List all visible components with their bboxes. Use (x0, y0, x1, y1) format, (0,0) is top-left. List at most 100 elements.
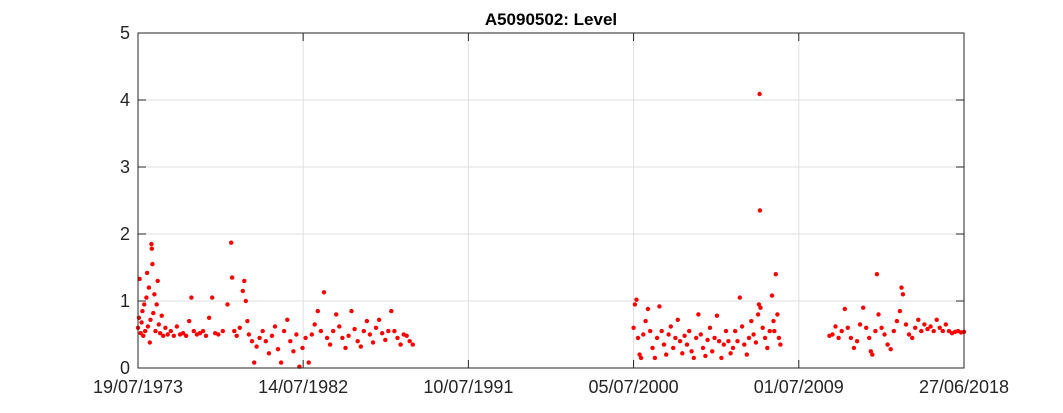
data-point (136, 315, 142, 320)
data-point (229, 275, 235, 280)
chart-title: A5090502: Level (485, 10, 617, 29)
data-point (386, 328, 391, 334)
data-point (156, 322, 161, 327)
data-point (937, 325, 942, 330)
data-point (778, 342, 783, 347)
x-tick-label: 05/07/2000 (589, 377, 679, 397)
data-point (757, 91, 762, 97)
data-point (664, 352, 669, 357)
data-point (260, 328, 265, 334)
data-point (643, 318, 648, 324)
data-point (868, 349, 873, 354)
data-point (203, 333, 209, 338)
data-point (873, 328, 878, 334)
data-point (870, 352, 875, 357)
data-point (721, 342, 726, 347)
data-point (913, 325, 918, 330)
data-point (737, 295, 742, 300)
data-point (334, 312, 339, 317)
data-point (689, 349, 694, 354)
data-point (906, 332, 912, 337)
data-point (694, 335, 699, 341)
data-point (696, 312, 701, 317)
data-point (755, 312, 761, 317)
data-point (285, 317, 290, 322)
data-point (197, 331, 203, 336)
data-point (153, 328, 158, 334)
data-point (848, 335, 854, 341)
x-tick-label: 10/07/1991 (423, 377, 513, 397)
data-point (237, 325, 242, 330)
data-point (155, 278, 160, 284)
y-tick-label: 4 (120, 90, 130, 110)
data-point (707, 325, 713, 330)
data-point (148, 317, 153, 322)
data-point (712, 335, 717, 341)
data-point (257, 335, 262, 341)
data-point (220, 328, 225, 334)
data-point (180, 331, 186, 336)
data-point (839, 328, 844, 334)
y-tick-labels: 0 1 2 3 4 5 (120, 23, 130, 378)
data-point (216, 332, 221, 337)
data-point (234, 333, 239, 338)
y-tick-label: 2 (120, 224, 130, 244)
data-point (746, 335, 752, 341)
data-point (263, 339, 268, 344)
data-point (147, 340, 152, 345)
data-point (291, 349, 296, 354)
data-point (910, 335, 915, 341)
data-point (925, 326, 930, 332)
data-point (303, 335, 308, 341)
y-tick-label: 0 (120, 358, 130, 378)
data-point (632, 302, 638, 307)
data-point (666, 332, 671, 337)
data-point (775, 312, 780, 317)
data-point (641, 332, 646, 337)
data-point (210, 295, 215, 300)
data-point (395, 335, 400, 341)
data-point (272, 324, 278, 329)
data-point (398, 342, 403, 347)
data-point (700, 345, 706, 351)
data-point (773, 272, 778, 277)
y-tick-label: 5 (120, 23, 130, 43)
data-point (661, 342, 667, 347)
data-point (710, 349, 715, 354)
data-point (349, 308, 354, 314)
tick-marks (137, 32, 965, 369)
data-point (659, 328, 664, 334)
data-point (857, 322, 863, 327)
data-point (867, 335, 872, 341)
data-point (943, 322, 948, 327)
data-point (141, 333, 146, 338)
data-point (142, 302, 147, 307)
data-point (361, 328, 366, 334)
data-point (753, 340, 759, 345)
data-point (266, 351, 272, 356)
data-point (300, 345, 305, 351)
data-point (315, 308, 320, 314)
data-point (243, 298, 248, 304)
data-series (135, 91, 967, 369)
data-point (161, 333, 166, 338)
data-point (830, 332, 835, 337)
data-point (698, 332, 703, 337)
data-point (171, 333, 176, 338)
data-point (206, 315, 212, 320)
data-point (894, 318, 900, 324)
data-point (144, 270, 150, 276)
data-point (407, 339, 412, 344)
data-point (380, 331, 385, 336)
data-point (772, 328, 777, 334)
data-point (635, 335, 641, 341)
data-point (751, 332, 756, 337)
data-point (714, 313, 720, 318)
data-point (324, 335, 330, 341)
data-point (143, 328, 148, 334)
data-point (897, 308, 903, 314)
data-point (370, 340, 376, 345)
data-point (758, 305, 763, 310)
data-point (200, 328, 206, 334)
